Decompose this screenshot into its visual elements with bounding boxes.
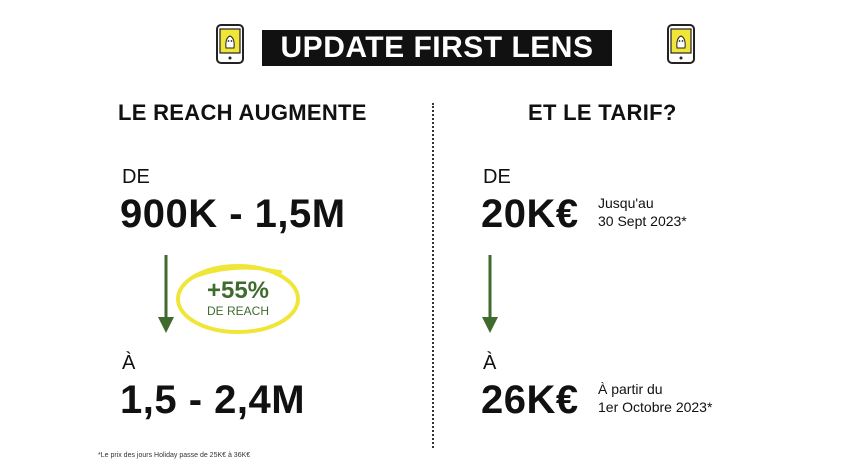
right-to-label: À [483, 352, 497, 374]
right-heading: ET LE TARIF? [528, 100, 677, 125]
left-from-label: DE [122, 166, 150, 188]
right-from-value: 20K€ [481, 192, 579, 236]
right-to-note-line1: À partir du [598, 381, 663, 397]
growth-label: DE REACH [206, 304, 269, 318]
phone-ghost-icon-right [666, 24, 696, 64]
left-from-value: 900K - 1,5M [120, 192, 346, 236]
growth-value: +55% [206, 277, 270, 304]
right-from-label: DE [483, 166, 511, 188]
left-down-arrow [156, 255, 176, 340]
growth-circle-highlight [172, 260, 304, 343]
right-to-note-line2: 1er Octobre 2023* [598, 399, 713, 415]
phone-ghost-icon-left [215, 24, 245, 64]
right-from-note-line2: 30 Sept 2023* [598, 213, 687, 229]
column-divider [432, 103, 434, 448]
right-to-note: À partir du 1er Octobre 2023* [598, 380, 712, 416]
left-to-label: À [122, 352, 136, 374]
left-to-value: 1,5 - 2,4M [120, 378, 306, 422]
right-down-arrow [480, 255, 500, 340]
right-to-value: 26K€ [481, 378, 579, 422]
right-from-note: Jusqu'au 30 Sept 2023* [598, 194, 687, 230]
left-heading: LE REACH AUGMENTE [118, 100, 367, 125]
footnote: *Le prix des jours Holiday passe de 25K€… [98, 452, 251, 459]
title-banner: UPDATE FIRST LENS [262, 30, 612, 66]
right-from-note-line1: Jusqu'au [598, 195, 654, 211]
